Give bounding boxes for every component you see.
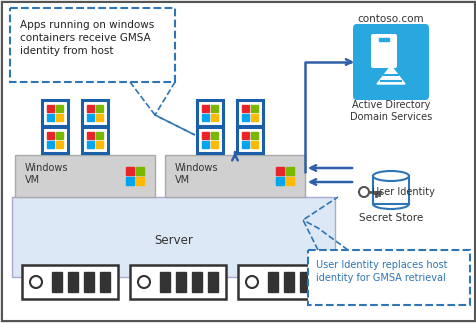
FancyBboxPatch shape	[165, 155, 304, 197]
Bar	[202, 105, 209, 112]
Bar	[95, 114, 103, 121]
Bar	[56, 105, 63, 112]
Bar	[126, 167, 134, 175]
FancyBboxPatch shape	[22, 265, 118, 299]
Bar	[378, 38, 388, 41]
Bar	[202, 114, 209, 121]
FancyBboxPatch shape	[82, 100, 108, 126]
Bar	[208, 272, 218, 292]
Bar	[276, 167, 284, 175]
Bar	[285, 177, 293, 185]
Bar	[268, 272, 278, 292]
Bar	[250, 132, 258, 140]
Bar	[56, 114, 63, 121]
FancyBboxPatch shape	[82, 127, 108, 153]
Bar	[276, 177, 284, 185]
FancyBboxPatch shape	[237, 100, 262, 126]
FancyBboxPatch shape	[15, 155, 155, 197]
FancyBboxPatch shape	[352, 24, 428, 100]
Bar	[47, 114, 54, 121]
Text: User Identity replaces host
identity for GMSA retrieval: User Identity replaces host identity for…	[315, 260, 446, 283]
Bar	[176, 272, 186, 292]
Bar	[95, 132, 103, 140]
Bar	[126, 177, 134, 185]
Text: Active Directory
Domain Services: Active Directory Domain Services	[349, 100, 431, 121]
Bar	[210, 141, 218, 148]
Text: Server: Server	[154, 234, 192, 247]
Bar	[68, 272, 78, 292]
Bar	[285, 167, 293, 175]
FancyBboxPatch shape	[197, 100, 223, 126]
Bar	[250, 105, 258, 112]
Circle shape	[138, 276, 149, 288]
Bar	[95, 141, 103, 148]
Bar	[372, 176, 408, 204]
FancyBboxPatch shape	[2, 2, 474, 321]
Bar	[47, 141, 54, 148]
Text: Secret Store: Secret Store	[358, 213, 422, 223]
Bar	[84, 272, 94, 292]
FancyBboxPatch shape	[237, 127, 262, 153]
FancyBboxPatch shape	[238, 265, 333, 299]
Bar	[87, 132, 94, 140]
Bar	[135, 177, 143, 185]
Bar	[315, 272, 325, 292]
Bar	[159, 272, 169, 292]
Bar	[242, 132, 249, 140]
Bar	[299, 272, 309, 292]
Bar	[52, 272, 62, 292]
Bar	[250, 141, 258, 148]
FancyBboxPatch shape	[130, 265, 226, 299]
Text: Apps running on windows
containers receive GMSA
identity from host: Apps running on windows containers recei…	[20, 20, 154, 57]
Bar	[87, 141, 94, 148]
Bar	[87, 114, 94, 121]
Circle shape	[358, 187, 368, 197]
Text: Windows
VM: Windows VM	[175, 163, 218, 185]
FancyBboxPatch shape	[42, 127, 68, 153]
Circle shape	[246, 276, 258, 288]
Bar	[56, 141, 63, 148]
Bar	[87, 105, 94, 112]
Bar	[47, 132, 54, 140]
Bar	[192, 272, 201, 292]
Bar	[202, 132, 209, 140]
Bar	[135, 167, 143, 175]
FancyBboxPatch shape	[12, 197, 334, 277]
Bar	[95, 105, 103, 112]
Text: Windows
VM: Windows VM	[25, 163, 69, 185]
FancyBboxPatch shape	[370, 34, 396, 68]
Bar	[250, 114, 258, 121]
Bar	[210, 105, 218, 112]
Polygon shape	[376, 66, 404, 84]
Bar	[56, 132, 63, 140]
Bar	[242, 105, 249, 112]
Bar	[242, 141, 249, 148]
Bar	[210, 132, 218, 140]
Text: contoso.com: contoso.com	[357, 14, 424, 24]
Bar	[100, 272, 110, 292]
Ellipse shape	[372, 171, 408, 181]
Bar	[47, 105, 54, 112]
FancyBboxPatch shape	[197, 127, 223, 153]
Bar	[202, 141, 209, 148]
Bar	[242, 114, 249, 121]
Circle shape	[30, 276, 42, 288]
FancyBboxPatch shape	[10, 8, 175, 82]
Bar	[210, 114, 218, 121]
FancyBboxPatch shape	[42, 100, 68, 126]
Bar	[283, 272, 293, 292]
Text: User Identity: User Identity	[371, 187, 434, 197]
FancyBboxPatch shape	[307, 250, 469, 305]
